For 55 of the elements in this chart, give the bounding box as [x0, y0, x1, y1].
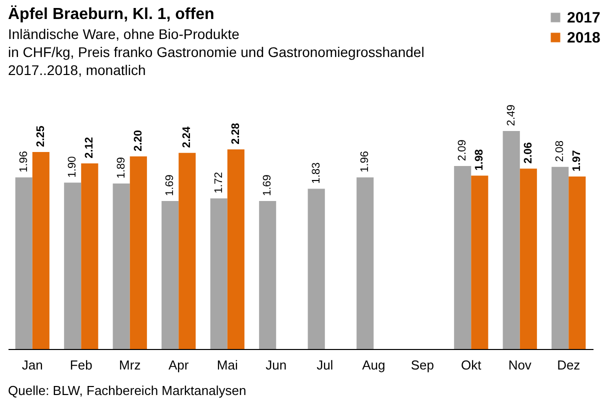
bar — [356, 177, 374, 349]
data-label: 2.20 — [132, 130, 144, 152]
data-label: 2.28 — [230, 122, 242, 144]
bar — [227, 149, 244, 349]
x-tick-label: Jan — [22, 358, 43, 372]
bar — [130, 156, 147, 349]
x-tick-label: Jun — [266, 358, 287, 372]
bar — [520, 168, 537, 349]
x-tick-label: Okt — [461, 358, 482, 372]
data-label: 1.97 — [571, 150, 584, 172]
bar — [15, 177, 32, 349]
source-note: Quelle: BLW, Fachbereich Marktanalysen — [8, 383, 246, 398]
bar — [64, 182, 82, 349]
data-label: 1.69 — [164, 174, 176, 196]
data-label: 1.89 — [115, 157, 128, 179]
data-label: 1.72 — [212, 172, 225, 194]
data-label: 1.90 — [66, 156, 79, 178]
data-label: 1.98 — [474, 149, 486, 171]
data-label: 1.69 — [262, 174, 274, 196]
x-tick-label: Dez — [557, 358, 580, 372]
x-tick-label: Feb — [70, 358, 92, 372]
x-tick-label: Jul — [316, 358, 334, 372]
bar — [259, 201, 276, 349]
chart-title: Äpfel Braeburn, Kl. 1, offen — [8, 5, 214, 23]
x-tick-label: Sep — [410, 358, 434, 372]
bar — [112, 184, 130, 349]
data-label: 2.25 — [34, 126, 47, 148]
data-label: 1.83 — [310, 162, 322, 184]
bar — [308, 188, 325, 349]
bar — [210, 198, 228, 349]
bar — [454, 166, 472, 349]
bar — [568, 176, 586, 349]
bar — [32, 152, 50, 349]
x-tick-label: Mrz — [119, 358, 141, 372]
bar — [178, 152, 196, 349]
data-label: 1.96 — [18, 150, 30, 172]
x-tick-label: Nov — [508, 358, 532, 372]
legend-label: 2017 — [567, 10, 600, 26]
bar — [471, 176, 488, 349]
legend-label: 2018 — [567, 30, 600, 46]
data-label: 2.09 — [456, 140, 469, 162]
bar — [162, 201, 179, 349]
data-label: 2.12 — [84, 136, 96, 158]
x-tick-label: Apr — [168, 358, 190, 372]
bar — [552, 166, 569, 349]
data-label: 1.96 — [359, 150, 372, 172]
x-tick-label: Aug — [362, 358, 386, 372]
data-label: 2.24 — [181, 126, 194, 148]
chart-subtitle: Inländische Ware, ohne Bio-Produkte in CHF/kg, Preis franko Gastronomie und Gastronomiegrosshandel 2017..2018, monatlich — [8, 26, 424, 78]
bar — [81, 163, 98, 349]
data-label: 2.06 — [522, 142, 534, 164]
bar — [502, 131, 520, 349]
x-tick-label: Mai — [216, 358, 238, 372]
data-label: 2.08 — [554, 140, 566, 162]
data-label: 2.49 — [505, 104, 518, 126]
